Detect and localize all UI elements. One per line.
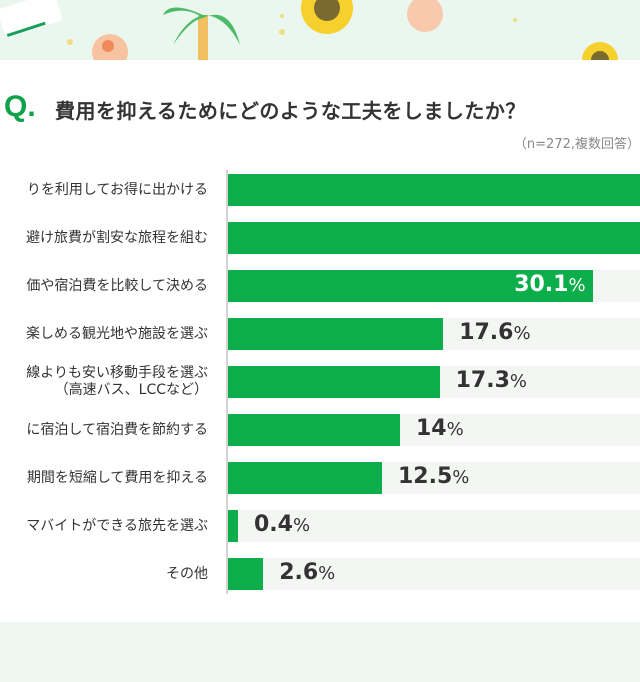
percent-sign: % (509, 371, 527, 392)
value-label: 12.5% (398, 464, 469, 489)
category-label-line: 楽しめる観光地や施設を選ぶ (26, 325, 208, 342)
bar (228, 270, 594, 302)
bar (228, 318, 444, 350)
bar-track (228, 510, 640, 542)
category-label-line: （高速バス、LCCなど） (54, 382, 208, 398)
percent-sign: % (568, 275, 586, 296)
value-label: 14% (416, 416, 464, 441)
category-label: 線よりも安い移動手段を選ぶ （高速バス、LCCなど） (26, 365, 208, 398)
bar (228, 414, 400, 446)
palm-tree-icon (163, 7, 240, 60)
bar (228, 222, 640, 254)
category-label: に宿泊して宿泊費を節約する (26, 414, 208, 446)
bar-row: に宿泊して宿泊費を節約する 14% (0, 414, 640, 446)
category-label-line: りを利用してお得に出かける (26, 181, 208, 198)
bar (228, 462, 382, 494)
category-label: マバイトができる旅先を選ぶ (26, 510, 208, 542)
bar-row: その他 2.6% (0, 558, 640, 590)
bar-row: りを利用してお得に出かける (0, 174, 640, 206)
sample-note: （n=272,複数回答） (513, 137, 640, 152)
category-label: 避け旅費が割安な旅程を組む (26, 222, 208, 254)
category-label: りを利用してお得に出かける (27, 174, 208, 206)
value-number: 30.1 (514, 272, 569, 297)
value-number: 0.4 (254, 512, 293, 537)
value-number: 17.3 (455, 368, 510, 393)
value-label: 2.6% (279, 560, 335, 585)
category-label-line: マバイトができる旅先を選ぶ (26, 517, 208, 534)
bar-row: 期間を短縮して費用を抑える 12.5% (0, 462, 640, 494)
question-mark-label: Q. (4, 90, 36, 123)
chart-axis-line (226, 170, 228, 594)
percent-sign: % (292, 515, 311, 536)
percent-sign: % (446, 419, 464, 440)
bar (228, 558, 264, 590)
decorative-header (0, 0, 640, 78)
airplane-ticket-icon (0, 0, 63, 38)
value-label: 17.3% (456, 368, 527, 393)
value-number: 14 (416, 416, 447, 441)
category-label: 期間を短縮して費用を抑える (27, 462, 208, 494)
value-number: 2.6 (279, 560, 319, 585)
hibiscus-icon (407, 0, 443, 32)
value-label: 0.4% (254, 512, 310, 537)
percent-sign: % (452, 467, 470, 488)
category-label: 価や宿泊費を比較して決める (26, 270, 208, 302)
value-label: 30.1% (514, 272, 585, 297)
percent-sign: % (513, 323, 531, 344)
category-label-line: その他 (166, 565, 208, 582)
hibiscus-icon (92, 34, 128, 70)
bar-row: マバイトができる旅先を選ぶ 0.4% (0, 510, 640, 542)
category-label: その他 (166, 558, 208, 590)
category-label-line: 線よりも安い移動手段を選ぶ (26, 365, 208, 381)
bar-row: 線よりも安い移動手段を選ぶ （高速バス、LCCなど） 17.3% (0, 365, 640, 398)
chart-title: 費用を抑えるためにどのような工夫をしましたか？ (55, 99, 526, 123)
percent-sign: % (318, 563, 336, 584)
summer-illustration (0, 0, 618, 78)
category-label: 楽しめる観光地や施設を選ぶ (26, 318, 208, 350)
bar (228, 510, 238, 542)
value-number: 12.5 (398, 464, 453, 489)
bar (228, 174, 640, 206)
bar-track (228, 558, 640, 590)
sparkle-icon (67, 14, 517, 45)
category-label-line: 期間を短縮して費用を抑える (26, 469, 208, 486)
bar-row: 価や宿泊費を比較して決める 30.1% (0, 270, 640, 302)
bar-row: 避け旅費が割安な旅程を組む (0, 222, 640, 254)
bar (228, 366, 440, 398)
category-label-line: に宿泊して宿泊費を節約する (26, 421, 208, 438)
sunflower-icon (301, 0, 353, 34)
value-label: 17.6% (459, 320, 530, 345)
category-label-line: 価や宿泊費を比較して決める (26, 277, 208, 294)
category-label-line: 避け旅費が割安な旅程を組む (26, 229, 208, 246)
bar-row: 楽しめる観光地や施設を選ぶ 17.6% (0, 318, 640, 350)
sunflower-icon (582, 42, 618, 78)
value-number: 17.6 (459, 320, 514, 345)
